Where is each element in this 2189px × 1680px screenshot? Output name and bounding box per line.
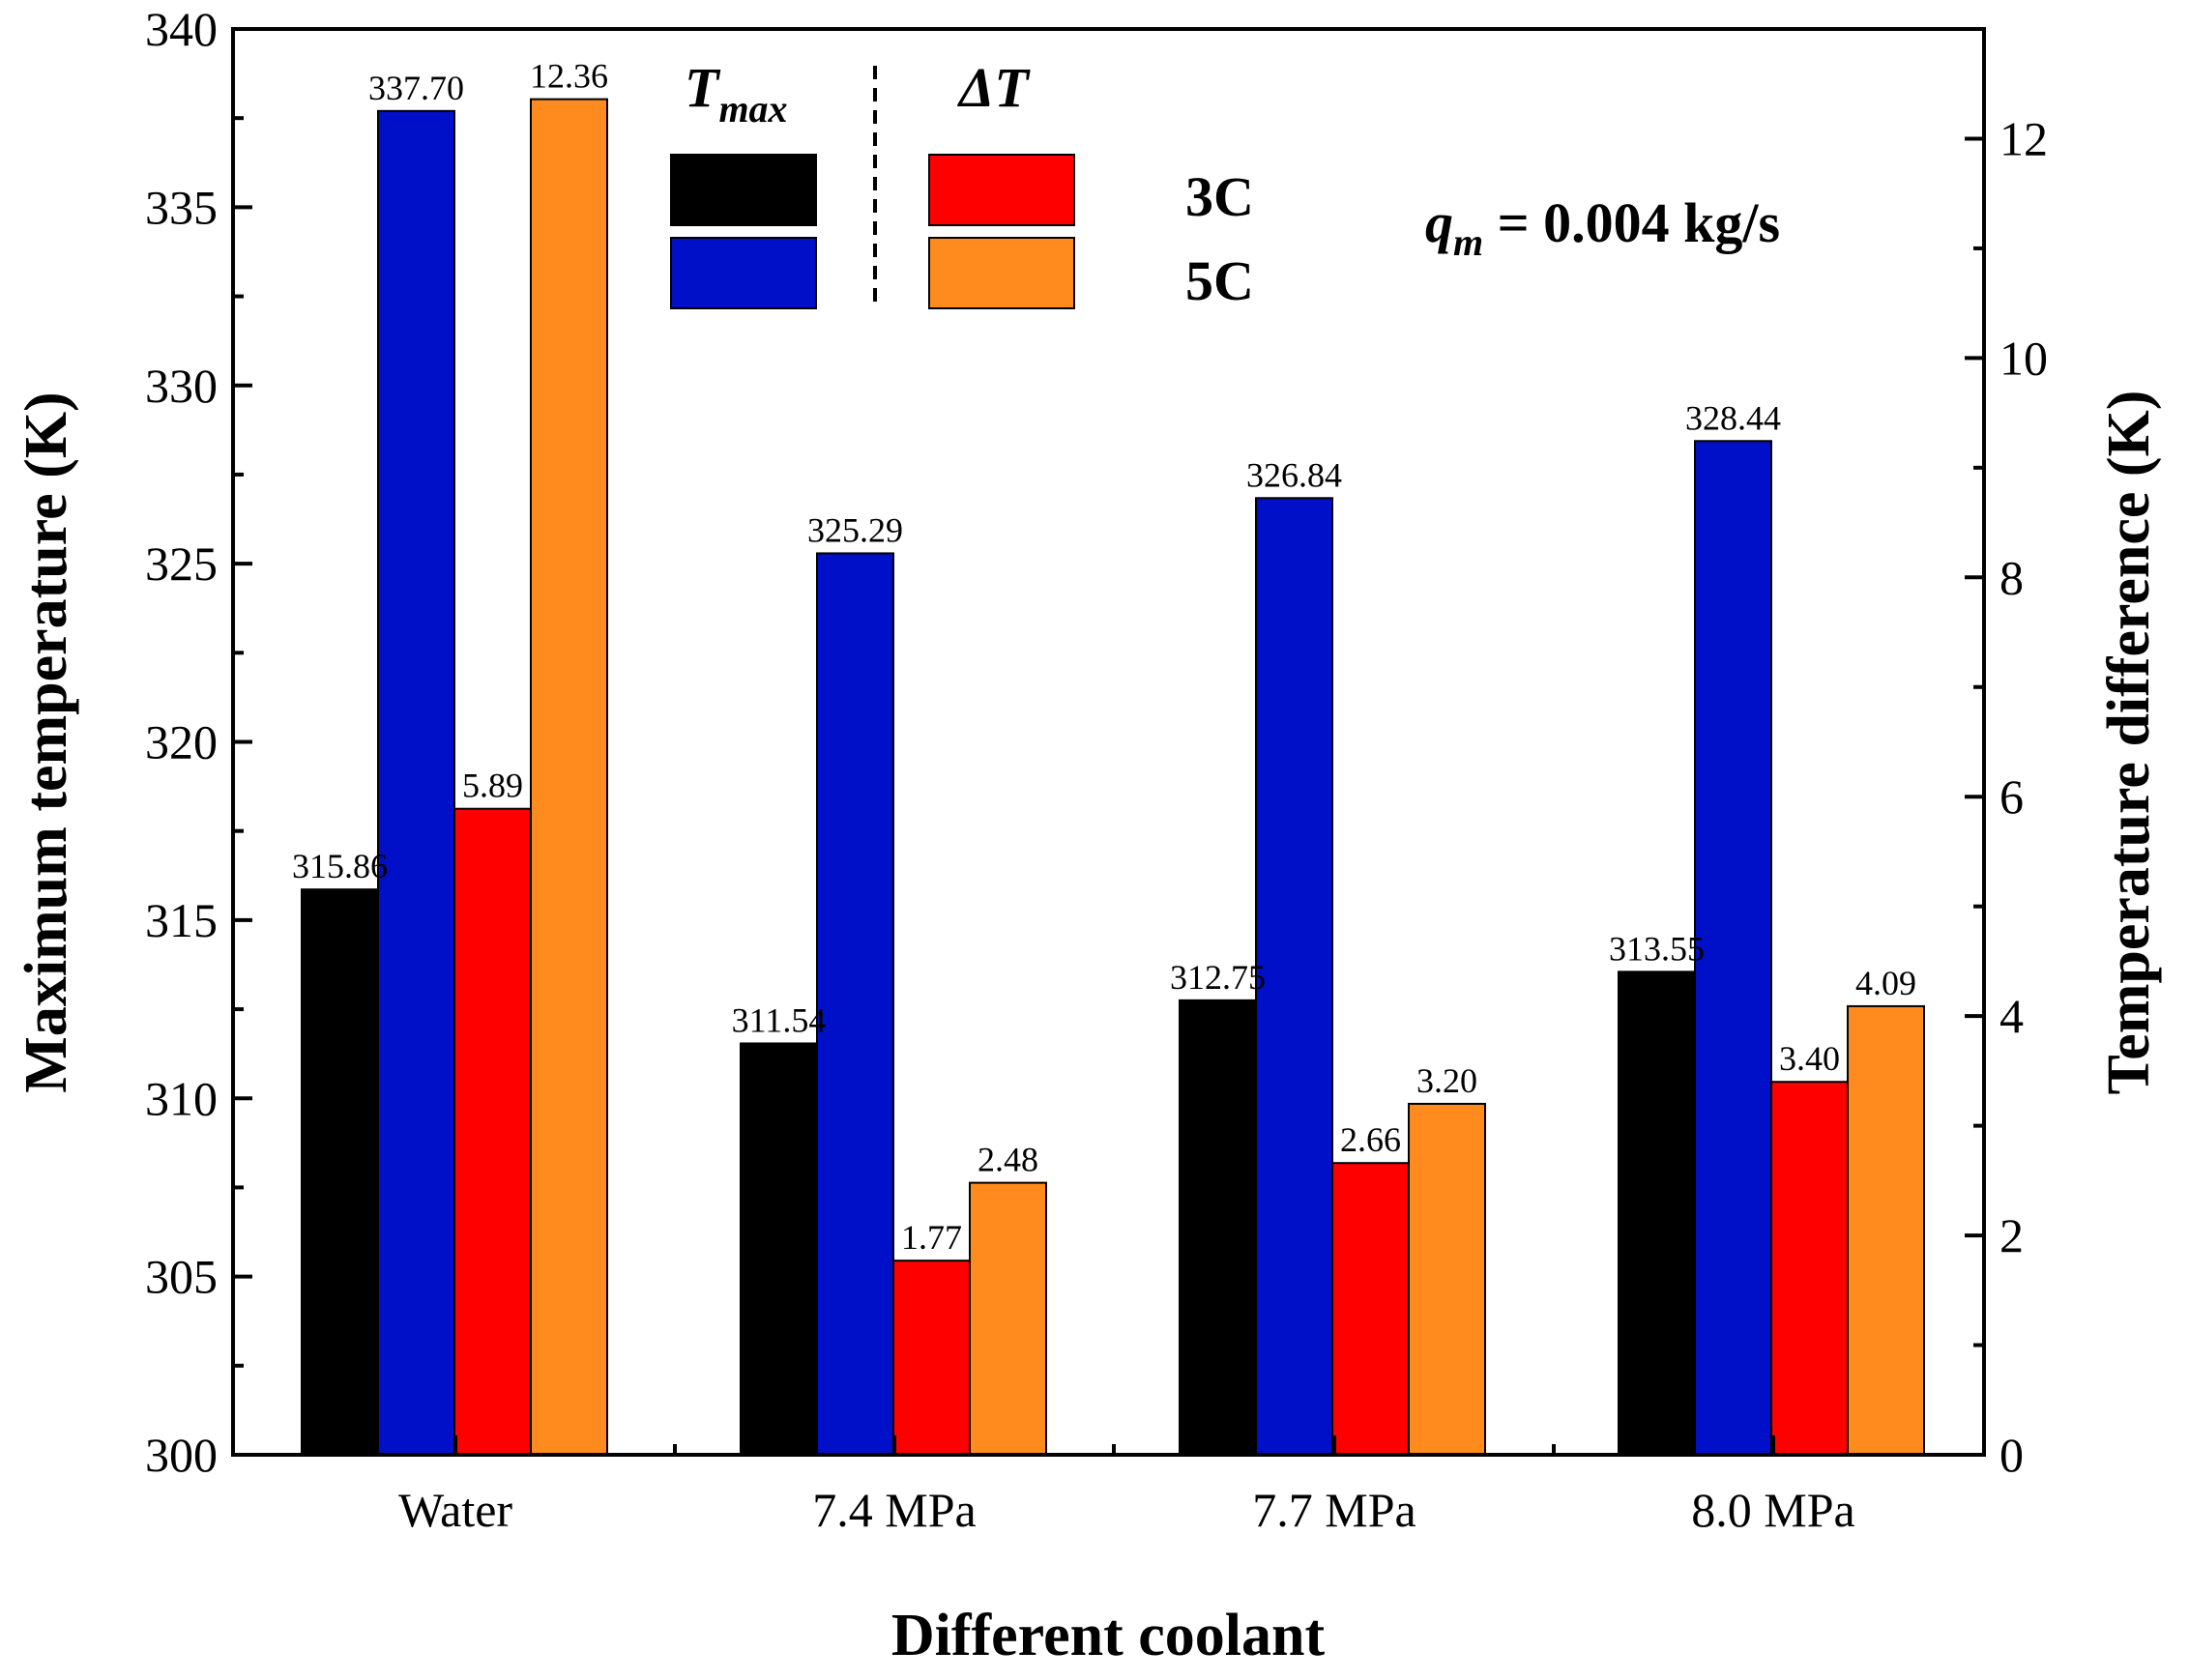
value-label-3-3: 4.09	[1855, 964, 1916, 1002]
legend-header-delta-t: ΔT	[957, 56, 1031, 119]
right-tick-label: 4	[1999, 989, 2024, 1043]
annotation-main: q	[1425, 191, 1453, 254]
right-axis: 0 2 4 6 8 10 12	[1965, 111, 2048, 1482]
legend-label-3c: 3C	[1185, 165, 1254, 228]
legend-tmax-main: T	[685, 56, 721, 119]
right-tick-label: 2	[1999, 1208, 2024, 1262]
bar-3-2	[1408, 1102, 1486, 1457]
flow-rate-annotation: qm = 0.004 kg/s	[1425, 191, 1780, 264]
x-tick-label: Water	[398, 1483, 512, 1537]
value-label-1-2: 326.84	[1246, 455, 1342, 494]
value-label-3-2: 3.20	[1416, 1061, 1477, 1100]
value-label-1-0: 337.70	[368, 69, 464, 107]
bar-2-3	[1770, 1081, 1849, 1456]
value-label-1-1: 325.29	[807, 510, 903, 549]
x-tick-label: 7.7 MPa	[1252, 1483, 1416, 1537]
bar-2-1	[892, 1260, 971, 1457]
value-label-1-3: 328.44	[1685, 398, 1781, 437]
y-axis-right-title: Temperature difference (K)	[2096, 391, 2162, 1095]
left-tick-label: 300	[145, 1428, 218, 1482]
bar-3-0	[530, 98, 608, 1457]
legend-swatch-dt-5c	[928, 237, 1075, 309]
left-tick-label: 310	[145, 1071, 218, 1125]
bar-3-1	[969, 1181, 1047, 1456]
value-label-0-3: 313.55	[1609, 929, 1705, 968]
value-label-2-2: 2.66	[1340, 1120, 1401, 1159]
left-tick-label: 315	[145, 893, 218, 947]
bar-0-0	[301, 888, 379, 1456]
annotation-rest: = 0.004 kg/s	[1483, 191, 1780, 254]
y-axis-title: Maximum temperature (K)	[14, 391, 79, 1092]
bar-1-0	[377, 109, 455, 1456]
legend-swatch-tmax-3c	[670, 154, 817, 226]
bar-0-2	[1179, 999, 1257, 1456]
legend-label-5c: 5C	[1185, 249, 1254, 312]
left-tick-label: 340	[145, 2, 218, 56]
bar-0-1	[740, 1042, 818, 1457]
left-tick-label: 330	[145, 359, 218, 413]
left-tick-label: 305	[145, 1250, 218, 1304]
legend: Tmax ΔT 3C 5C	[670, 56, 1254, 312]
right-tick-label: 6	[1999, 769, 2024, 824]
bar-1-1	[816, 552, 894, 1456]
value-label-0-0: 315.86	[292, 847, 388, 885]
legend-swatch-tmax-5c	[670, 237, 817, 309]
value-label-0-1: 311.54	[732, 1000, 827, 1039]
x-axis: Water 7.4 MPa 7.7 MPa 8.0 MPa	[398, 1435, 1855, 1537]
bar-1-3	[1694, 440, 1772, 1456]
value-label-2-1: 1.77	[901, 1218, 962, 1257]
value-label-3-0: 12.36	[530, 57, 608, 96]
legend-header-tmax: Tmax	[685, 56, 788, 130]
bar-2-2	[1331, 1162, 1410, 1456]
bar-1-2	[1255, 497, 1333, 1456]
annotation-sub: m	[1453, 220, 1483, 264]
x-tick-label: 7.4 MPa	[812, 1483, 976, 1537]
left-axis: 300 305 310 315 320 325 330 335 340	[145, 2, 252, 1482]
x-axis-title: Different coolant	[891, 1603, 1326, 1668]
right-tick-label: 8	[1999, 550, 2024, 604]
bars-layer	[301, 98, 1925, 1457]
right-tick-label: 0	[1999, 1428, 2024, 1482]
bar-3-3	[1847, 1004, 1925, 1456]
right-tick-label: 10	[1999, 331, 2048, 385]
value-label-2-0: 5.89	[462, 767, 523, 805]
value-label-0-2: 312.75	[1170, 958, 1266, 997]
left-tick-label: 320	[145, 715, 218, 769]
value-label-2-3: 3.40	[1779, 1039, 1840, 1078]
left-tick-label: 325	[145, 536, 218, 591]
left-tick-label: 335	[145, 180, 218, 234]
bar-2-0	[453, 807, 532, 1456]
bar-0-3	[1618, 970, 1696, 1456]
x-tick-label: 8.0 MPa	[1691, 1483, 1854, 1537]
legend-tmax-sub: max	[718, 87, 787, 130]
right-tick-label: 12	[1999, 111, 2048, 165]
value-label-3-1: 2.48	[978, 1141, 1038, 1179]
value-labels-layer: 315.86 337.70 5.89 12.36 311.54 325.29 1.77 2.4…	[292, 57, 1916, 1258]
legend-swatch-dt-3c	[928, 154, 1075, 226]
